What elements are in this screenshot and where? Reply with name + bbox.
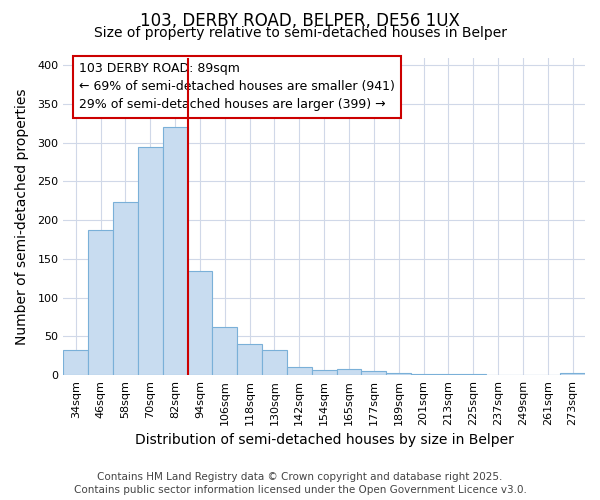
Y-axis label: Number of semi-detached properties: Number of semi-detached properties [15,88,29,344]
Bar [212,327,237,375]
Text: Contains HM Land Registry data © Crown copyright and database right 2025.
Contai: Contains HM Land Registry data © Crown c… [74,472,526,495]
Bar [386,373,411,375]
Text: 103 DERBY ROAD: 89sqm
← 69% of semi-detached houses are smaller (941)
29% of sem: 103 DERBY ROAD: 89sqm ← 69% of semi-deta… [79,62,395,112]
Bar [262,350,287,375]
Bar [411,374,436,375]
Text: 103, DERBY ROAD, BELPER, DE56 1UX: 103, DERBY ROAD, BELPER, DE56 1UX [140,12,460,30]
Text: Size of property relative to semi-detached houses in Belper: Size of property relative to semi-detach… [94,26,506,40]
Bar [188,270,212,375]
X-axis label: Distribution of semi-detached houses by size in Belper: Distribution of semi-detached houses by … [135,434,514,448]
Bar [560,373,585,375]
Bar [461,374,485,375]
Bar [113,202,138,375]
Bar [237,344,262,375]
Bar [436,374,461,375]
Bar [312,370,337,375]
Bar [361,372,386,375]
Bar [64,350,88,375]
Bar [337,369,361,375]
Bar [88,230,113,375]
Bar [163,127,188,375]
Bar [138,146,163,375]
Bar [287,368,312,375]
